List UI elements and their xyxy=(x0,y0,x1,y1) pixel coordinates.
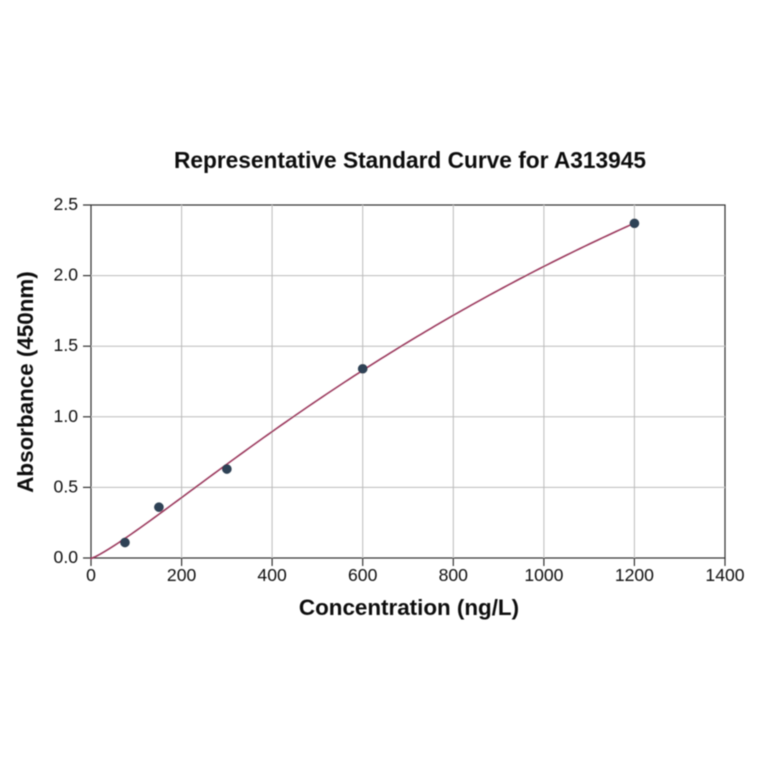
svg-text:1200: 1200 xyxy=(615,565,654,585)
svg-text:0: 0 xyxy=(86,565,96,585)
svg-text:Absorbance (450nm): Absorbance (450nm) xyxy=(13,271,38,492)
svg-text:0.0: 0.0 xyxy=(54,547,79,567)
svg-text:2.5: 2.5 xyxy=(54,194,79,214)
svg-text:1000: 1000 xyxy=(524,565,563,585)
svg-text:1400: 1400 xyxy=(705,565,744,585)
svg-text:Concentration (ng/L): Concentration (ng/L) xyxy=(299,595,519,620)
svg-text:1.5: 1.5 xyxy=(54,335,79,355)
svg-text:0.5: 0.5 xyxy=(54,476,79,496)
svg-text:2.0: 2.0 xyxy=(54,265,79,285)
svg-text:600: 600 xyxy=(348,565,378,585)
svg-text:800: 800 xyxy=(439,565,469,585)
svg-text:200: 200 xyxy=(167,565,197,585)
svg-text:Representative Standard Curve: Representative Standard Curve for A31394… xyxy=(174,147,646,173)
svg-text:1.0: 1.0 xyxy=(54,406,79,426)
svg-text:400: 400 xyxy=(257,565,287,585)
